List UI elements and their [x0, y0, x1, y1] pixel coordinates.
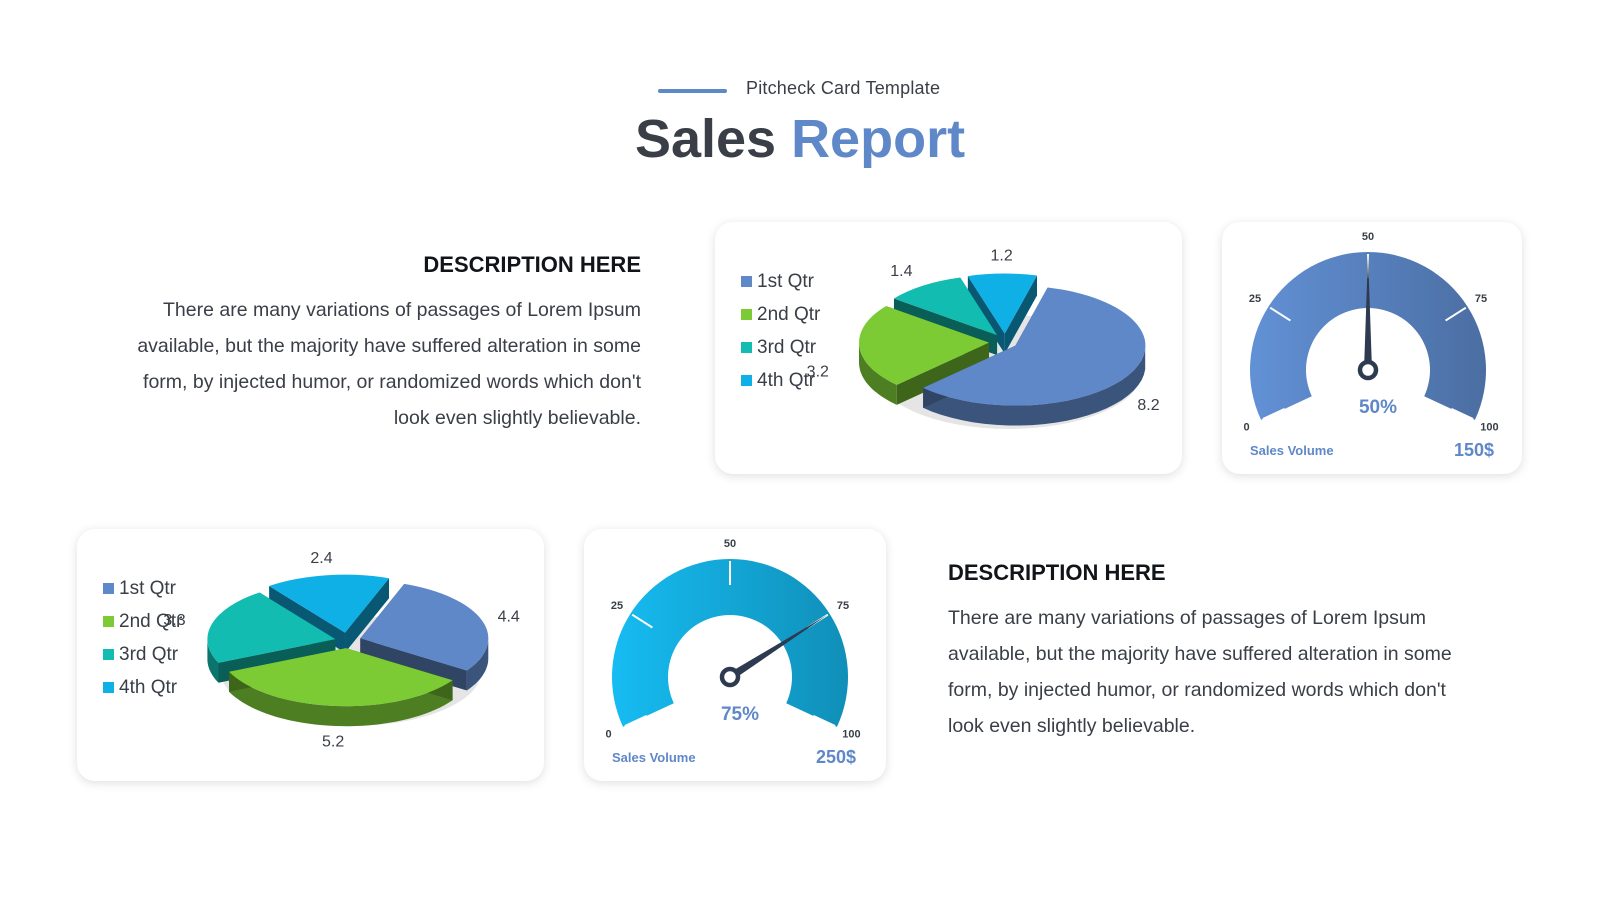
gauge-tick-label: 75	[1475, 293, 1487, 305]
header-accent-line	[658, 89, 727, 93]
page-title: Sales Report	[0, 108, 1600, 170]
gauge-chart-2: 0 25 50 75 100 75% Sales Volume 250$	[606, 538, 861, 767]
pie-data-label: 3.2	[807, 364, 829, 381]
description-line: available, but the majority have suffere…	[137, 335, 641, 357]
pie-slice	[859, 306, 990, 405]
description-title: DESCRIPTION HERE	[423, 252, 641, 277]
gauge-arc	[612, 559, 848, 727]
gauge-tick	[1450, 407, 1474, 420]
gauge-tick-label: 75	[837, 600, 849, 612]
gauge-tick	[812, 714, 836, 727]
gauge-tick	[1445, 306, 1467, 322]
pie-slice	[360, 583, 489, 691]
page-kicker: Pitcheck Card Template	[746, 78, 941, 98]
pie-card-1: 1st Qtr 2nd Qtr 3rd Qtr 4th Qtr 8.2 3.2 1.4 1.2	[715, 222, 1182, 474]
gauge-tick	[1269, 306, 1291, 322]
legend-label: 2nd Qtr	[119, 611, 183, 632]
description-line: form, by injected humor, or randomized w…	[143, 371, 641, 393]
gauge-tick-label: 0	[1244, 422, 1250, 434]
description-block-bottom: DESCRIPTION HERE There are many variatio…	[948, 560, 1508, 744]
legend-swatch	[103, 616, 114, 627]
description-title: DESCRIPTION HERE	[948, 560, 1166, 585]
pie-card-2: 1st Qtr 2nd Qtr 3rd Qtr 4th Qtr 4.4 5.2 3.3 2.4	[77, 529, 544, 781]
legend-swatch	[741, 309, 752, 320]
description-line: There are many variations of passages of…	[163, 299, 641, 321]
gauge-tick-label: 25	[1249, 293, 1261, 305]
description-line: available, but the majority have suffere…	[948, 643, 1452, 665]
gauge-tick-label: 100	[1480, 422, 1498, 434]
legend-swatch	[741, 276, 752, 287]
pie-legend: 1st Qtr 2nd Qtr 3rd Qtr 4th Qtr	[103, 578, 183, 698]
legend-label: 3rd Qtr	[757, 337, 817, 358]
gauge-hub	[719, 666, 741, 688]
gauge-tick-label: 100	[842, 729, 860, 741]
legend-swatch	[741, 375, 752, 386]
description-line: There are many variations of passages of…	[948, 607, 1426, 629]
pie-data-label: 1.2	[990, 248, 1012, 265]
gauge-arc	[1250, 252, 1486, 420]
title-part-2: Report	[791, 109, 966, 169]
legend-label: 4th Qtr	[757, 370, 816, 391]
legend-swatch	[103, 583, 114, 594]
description-line: form, by injected humor, or randomized w…	[948, 679, 1446, 701]
gauge-footer-value: 150$	[1454, 440, 1494, 460]
pie-data-label: 5.2	[322, 734, 344, 751]
pie-chart-1: 1st Qtr 2nd Qtr 3rd Qtr 4th Qtr 8.2 3.2 1.4 1.2	[741, 248, 1160, 429]
legend-swatch	[741, 342, 752, 353]
gauge-needle	[727, 614, 828, 681]
gauge-value-label: 75%	[721, 704, 759, 725]
gauge-tick-label: 50	[1362, 231, 1374, 243]
description-block-top: DESCRIPTION HERE There are many variatio…	[81, 252, 641, 436]
description-line: look even slightly believable.	[948, 715, 1196, 737]
gauge-footer-label: Sales Volume	[612, 750, 696, 765]
gauge-footer-value: 250$	[816, 747, 856, 767]
gauge-tick	[624, 714, 648, 727]
pie-slice	[207, 592, 336, 683]
legend-label: 3rd Qtr	[119, 644, 179, 665]
gauge-chart-1: 0 25 50 75 100 50% Sales Volume 150$	[1244, 231, 1499, 460]
pie-data-label: 8.2	[1137, 397, 1159, 414]
pie-data-label: 4.4	[498, 608, 520, 625]
legend-swatch	[103, 682, 114, 693]
legend-label: 2nd Qtr	[757, 304, 821, 325]
legend-label: 1st Qtr	[119, 578, 177, 599]
pie-slice	[923, 287, 1146, 426]
pie-data-label: 2.4	[310, 550, 332, 567]
pie-data-label: 3.3	[163, 612, 185, 629]
pie-slice	[229, 648, 453, 727]
description-body: There are many variations of passages of…	[948, 600, 1508, 744]
pie-data-label: 1.4	[890, 263, 912, 280]
legend-label: 4th Qtr	[119, 677, 178, 698]
gauge-needle	[1364, 254, 1372, 370]
gauge-tick-label: 0	[606, 729, 612, 741]
description-line: look even slightly believable.	[393, 407, 641, 429]
gauge-value-label: 50%	[1359, 397, 1397, 418]
description-body: There are many variations of passages of…	[81, 292, 641, 436]
gauge-card-2: 0 25 50 75 100 75% Sales Volume 250$	[584, 529, 886, 781]
gauge-tick	[1262, 407, 1286, 420]
gauge-footer-label: Sales Volume	[1250, 443, 1334, 458]
legend-swatch	[103, 649, 114, 660]
gauge-hub	[1357, 359, 1379, 381]
pie-chart-2: 1st Qtr 2nd Qtr 3rd Qtr 4th Qtr 4.4 5.2 3.3 2.4	[103, 550, 520, 751]
gauge-tick-label: 50	[724, 538, 736, 550]
gauge-card-1: 0 25 50 75 100 50% Sales Volume 150$	[1222, 222, 1522, 474]
title-part-1: Sales	[634, 109, 792, 169]
gauge-tick	[631, 613, 653, 629]
gauge-tick-label: 25	[611, 600, 623, 612]
legend-label: 1st Qtr	[757, 271, 815, 292]
pie-legend: 1st Qtr 2nd Qtr 3rd Qtr 4th Qtr	[741, 271, 821, 391]
